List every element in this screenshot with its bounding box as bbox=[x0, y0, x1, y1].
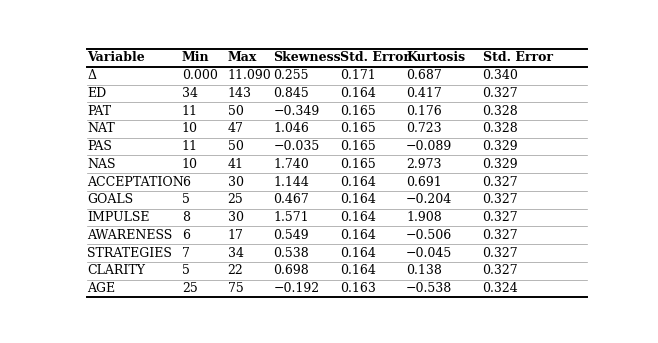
Text: Variable: Variable bbox=[88, 51, 145, 64]
Text: 0.164: 0.164 bbox=[340, 193, 376, 206]
Text: 0.165: 0.165 bbox=[340, 140, 376, 153]
Text: −0.192: −0.192 bbox=[274, 282, 320, 295]
Text: 0.845: 0.845 bbox=[274, 87, 309, 100]
Text: Std. Error: Std. Error bbox=[482, 51, 553, 64]
Text: 34: 34 bbox=[182, 87, 197, 100]
Text: 0.327: 0.327 bbox=[482, 193, 519, 206]
Text: 0.327: 0.327 bbox=[482, 229, 519, 242]
Text: 25: 25 bbox=[182, 282, 197, 295]
Text: 0.164: 0.164 bbox=[340, 264, 376, 277]
Text: Skewness: Skewness bbox=[274, 51, 341, 64]
Text: 0.164: 0.164 bbox=[340, 211, 376, 224]
Text: 17: 17 bbox=[228, 229, 243, 242]
Text: 5: 5 bbox=[182, 264, 190, 277]
Text: 25: 25 bbox=[228, 193, 243, 206]
Text: 0.327: 0.327 bbox=[482, 211, 519, 224]
Text: 1.571: 1.571 bbox=[274, 211, 309, 224]
Text: 0.324: 0.324 bbox=[482, 282, 519, 295]
Text: Min: Min bbox=[182, 51, 209, 64]
Text: 0.164: 0.164 bbox=[340, 87, 376, 100]
Text: 47: 47 bbox=[228, 122, 243, 135]
Text: 0.327: 0.327 bbox=[482, 264, 519, 277]
Text: 0.164: 0.164 bbox=[340, 247, 376, 260]
Text: 11: 11 bbox=[182, 140, 197, 153]
Text: 0.327: 0.327 bbox=[482, 176, 519, 189]
Text: 0.538: 0.538 bbox=[274, 247, 309, 260]
Text: 41: 41 bbox=[228, 158, 243, 171]
Text: STRATEGIES: STRATEGIES bbox=[88, 247, 172, 260]
Text: −0.538: −0.538 bbox=[406, 282, 452, 295]
Text: 10: 10 bbox=[182, 122, 197, 135]
Text: 0.327: 0.327 bbox=[482, 247, 519, 260]
Text: 143: 143 bbox=[228, 87, 251, 100]
Text: −0.506: −0.506 bbox=[406, 229, 452, 242]
Text: AWARENESS: AWARENESS bbox=[88, 229, 172, 242]
Text: 0.165: 0.165 bbox=[340, 122, 376, 135]
Text: 0.691: 0.691 bbox=[406, 176, 442, 189]
Text: 1.046: 1.046 bbox=[274, 122, 309, 135]
Text: 0.163: 0.163 bbox=[340, 282, 376, 295]
Text: −0.035: −0.035 bbox=[274, 140, 320, 153]
Text: 11: 11 bbox=[182, 105, 197, 118]
Text: 0.329: 0.329 bbox=[482, 158, 519, 171]
Text: Δ: Δ bbox=[88, 69, 96, 82]
Text: 0.327: 0.327 bbox=[482, 87, 519, 100]
Text: NAS: NAS bbox=[88, 158, 116, 171]
Text: 6: 6 bbox=[182, 176, 190, 189]
Text: 0.687: 0.687 bbox=[406, 69, 442, 82]
Text: 0.165: 0.165 bbox=[340, 158, 376, 171]
Text: 0.467: 0.467 bbox=[274, 193, 309, 206]
Text: 7: 7 bbox=[182, 247, 190, 260]
Text: 0.255: 0.255 bbox=[274, 69, 309, 82]
Text: 0.171: 0.171 bbox=[340, 69, 376, 82]
Text: 0.417: 0.417 bbox=[406, 87, 442, 100]
Text: AGE: AGE bbox=[88, 282, 115, 295]
Text: Max: Max bbox=[228, 51, 257, 64]
Text: 0.329: 0.329 bbox=[482, 140, 519, 153]
Text: 50: 50 bbox=[228, 140, 243, 153]
Text: PAS: PAS bbox=[88, 140, 113, 153]
Text: 0.165: 0.165 bbox=[340, 105, 376, 118]
Text: 30: 30 bbox=[228, 176, 243, 189]
Text: GOALS: GOALS bbox=[88, 193, 134, 206]
Text: 6: 6 bbox=[182, 229, 190, 242]
Text: −0.204: −0.204 bbox=[406, 193, 452, 206]
Text: 0.176: 0.176 bbox=[406, 105, 442, 118]
Text: −0.349: −0.349 bbox=[274, 105, 320, 118]
Text: 2.973: 2.973 bbox=[406, 158, 442, 171]
Text: CLARITY: CLARITY bbox=[88, 264, 145, 277]
Text: 10: 10 bbox=[182, 158, 197, 171]
Text: 0.164: 0.164 bbox=[340, 176, 376, 189]
Text: 5: 5 bbox=[182, 193, 190, 206]
Text: 0.328: 0.328 bbox=[482, 105, 519, 118]
Text: Std. Error: Std. Error bbox=[340, 51, 410, 64]
Text: 50: 50 bbox=[228, 105, 243, 118]
Text: 1.908: 1.908 bbox=[406, 211, 442, 224]
Text: ED: ED bbox=[88, 87, 107, 100]
Text: 0.723: 0.723 bbox=[406, 122, 442, 135]
Text: IMPULSE: IMPULSE bbox=[88, 211, 150, 224]
Text: Kurtosis: Kurtosis bbox=[406, 51, 465, 64]
Text: 0.138: 0.138 bbox=[406, 264, 442, 277]
Text: NAT: NAT bbox=[88, 122, 115, 135]
Text: 8: 8 bbox=[182, 211, 190, 224]
Text: ACCEPTATION: ACCEPTATION bbox=[88, 176, 184, 189]
Text: 1.740: 1.740 bbox=[274, 158, 309, 171]
Text: 75: 75 bbox=[228, 282, 243, 295]
Text: 30: 30 bbox=[228, 211, 243, 224]
Text: 34: 34 bbox=[228, 247, 243, 260]
Text: PAT: PAT bbox=[88, 105, 111, 118]
Text: 0.000: 0.000 bbox=[182, 69, 218, 82]
Text: 1.144: 1.144 bbox=[274, 176, 309, 189]
Text: 11.090: 11.090 bbox=[228, 69, 271, 82]
Text: −0.045: −0.045 bbox=[406, 247, 452, 260]
Text: 0.340: 0.340 bbox=[482, 69, 519, 82]
Text: −0.089: −0.089 bbox=[406, 140, 452, 153]
Text: 0.549: 0.549 bbox=[274, 229, 309, 242]
Text: 22: 22 bbox=[228, 264, 243, 277]
Text: 0.164: 0.164 bbox=[340, 229, 376, 242]
Text: 0.328: 0.328 bbox=[482, 122, 519, 135]
Text: 0.698: 0.698 bbox=[274, 264, 309, 277]
